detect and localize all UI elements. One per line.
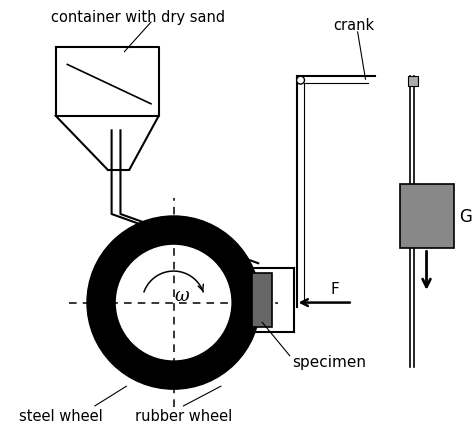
Text: crank: crank xyxy=(333,18,374,33)
Text: steel wheel: steel wheel xyxy=(19,408,103,423)
Text: F: F xyxy=(331,282,339,297)
Bar xyxy=(400,185,454,249)
Text: container with dry sand: container with dry sand xyxy=(51,10,225,25)
Circle shape xyxy=(87,216,260,389)
Text: G: G xyxy=(459,208,472,225)
Circle shape xyxy=(117,246,231,360)
Bar xyxy=(252,273,272,327)
Text: ω: ω xyxy=(174,286,189,304)
Circle shape xyxy=(297,77,304,85)
Text: specimen: specimen xyxy=(292,354,366,369)
Bar xyxy=(408,77,418,87)
Text: rubber wheel: rubber wheel xyxy=(135,408,232,423)
